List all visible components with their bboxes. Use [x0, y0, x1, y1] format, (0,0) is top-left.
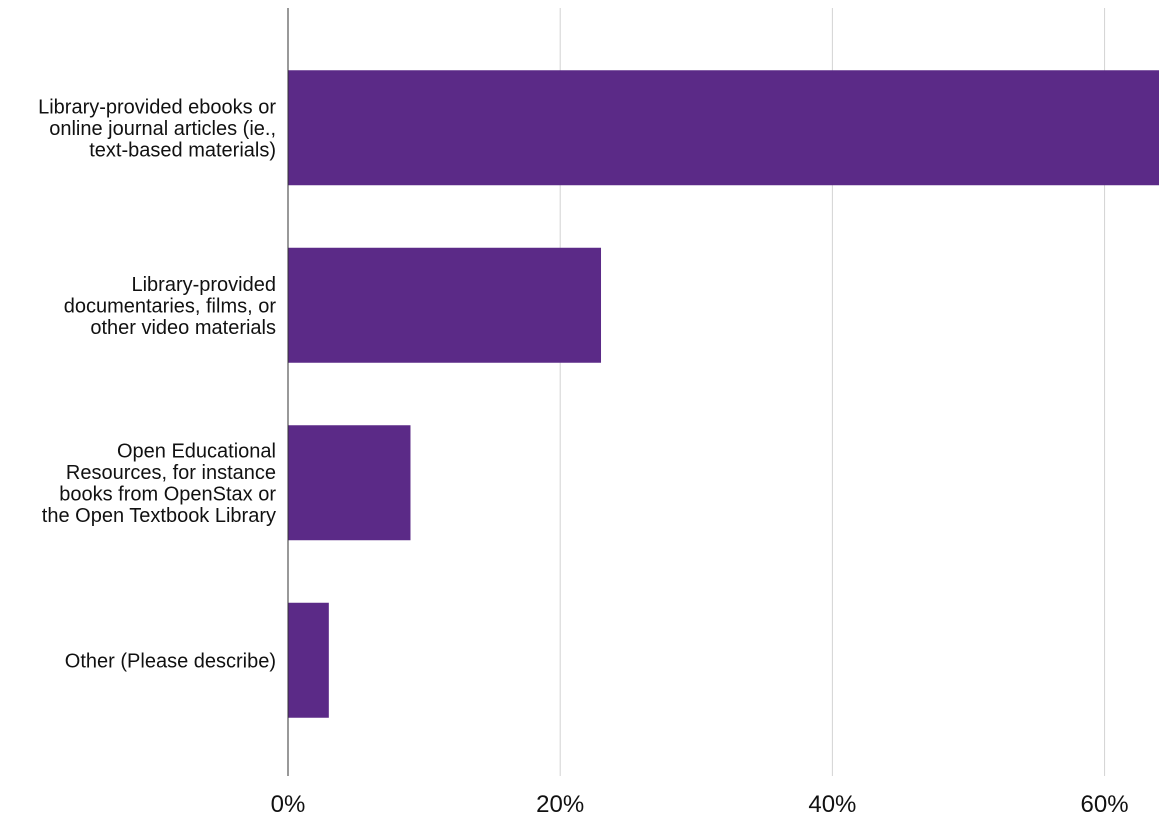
category-label-line: Resources, for instance — [66, 462, 276, 484]
category-label-line: Open Educational — [117, 441, 276, 463]
bar — [288, 70, 1159, 186]
bar — [288, 247, 602, 363]
x-tick-label: 40% — [808, 791, 856, 816]
category-label-line: books from OpenStax or — [59, 484, 276, 506]
category-label-line: other video materials — [90, 317, 276, 339]
x-tick-label: 60% — [1081, 791, 1129, 816]
x-tick-labels: 0% 20% 40% 60% — [271, 791, 1129, 816]
category-label: Library-provided ebooks or online journal… — [38, 96, 276, 161]
category-label-line: Other (Please describe) — [65, 650, 276, 672]
bar — [288, 425, 411, 541]
category-label: Other (Please describe) — [65, 650, 276, 672]
category-label-line: text-based materials) — [89, 139, 276, 161]
bar — [288, 602, 329, 718]
category-label-line: Library-provided — [131, 274, 276, 296]
category-label-line: documentaries, films, or — [64, 295, 277, 317]
category-label-line: Library-provided ebooks or — [38, 96, 276, 118]
category-label-line: online journal articles (ie., — [49, 118, 276, 140]
x-tick-label: 20% — [536, 791, 584, 816]
bars — [288, 70, 1159, 718]
category-label: Library-provided documentaries, films, or… — [64, 274, 277, 339]
category-labels: Library-provided ebooks or online journal… — [38, 96, 276, 672]
category-label-line: the Open Textbook Library — [42, 505, 276, 527]
x-tick-label: 0% — [271, 791, 306, 816]
category-label: Open Educational Resources, for instance b… — [42, 441, 277, 528]
